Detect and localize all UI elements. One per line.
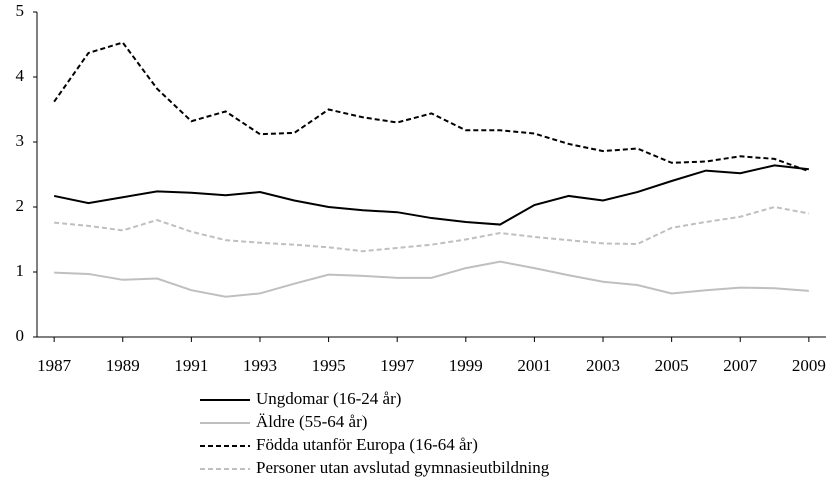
legend-label: Födda utanför Europa (16-64 år) (256, 435, 478, 454)
x-tick-label: 2005 (655, 356, 689, 375)
x-tick-label: 1987 (37, 356, 72, 375)
x-tick-label: 2007 (723, 356, 758, 375)
series-line (54, 205, 810, 253)
x-tick-label: 1999 (449, 356, 483, 375)
x-tick-label: 1993 (243, 356, 277, 375)
series-line (54, 260, 809, 298)
x-tick-label: 2003 (586, 356, 620, 375)
x-tick-label: 1991 (174, 356, 208, 375)
y-tick-label: 2 (16, 196, 25, 215)
x-tick-label: 1995 (312, 356, 346, 375)
y-tick-label: 3 (16, 131, 25, 150)
x-tick-label: 2001 (517, 356, 551, 375)
x-tick-label: 1997 (380, 356, 415, 375)
x-tick-label: 2009 (792, 356, 826, 375)
y-tick-label: 1 (16, 261, 25, 280)
legend-label: Äldre (55-64 år) (256, 412, 367, 431)
x-tick-label: 1989 (106, 356, 140, 375)
y-tick-label: 4 (16, 66, 25, 85)
series-line (53, 164, 809, 226)
y-tick-label: 0 (16, 326, 25, 345)
y-tick-label: 5 (16, 1, 25, 20)
series-line (53, 41, 810, 173)
legend-label: Personer utan avslutad gymnasieutbildnin… (256, 458, 550, 477)
legend-label: Ungdomar (16-24 år) (256, 389, 401, 408)
